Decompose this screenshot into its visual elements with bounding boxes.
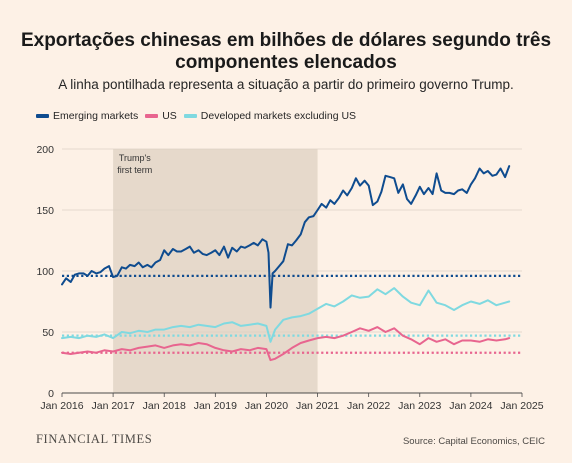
- legend-item-us: US: [145, 110, 177, 122]
- series-line-us: [61, 326, 511, 362]
- x-tick-label: Jan 2019: [194, 400, 237, 412]
- ft-logo: FINANCIAL TIMES: [36, 432, 153, 446]
- y-tick-label: 200: [36, 144, 54, 156]
- source-note: Source: Capital Economics, CEIC: [402, 436, 545, 447]
- y-tick-label: 150: [36, 205, 54, 217]
- x-tick-label: Jan 2021: [296, 400, 339, 412]
- shade-label-line2: first term: [117, 165, 152, 175]
- legend: Emerging markets US Developed markets ex…: [36, 110, 363, 122]
- x-tick-label: Jan 2020: [245, 400, 288, 412]
- shade-label-line1: Trump's: [119, 153, 151, 163]
- x-tick-label: Jan 2024: [449, 400, 492, 412]
- chart-title: Exportações chinesas em bilhões de dólar…: [20, 30, 552, 73]
- legend-label-developed: Developed markets excluding US: [200, 110, 357, 122]
- legend-swatch-developed: [183, 114, 197, 118]
- x-tick-label: Jan 2016: [40, 400, 83, 412]
- series-line-developed-markets: [61, 287, 511, 343]
- legend-item-developed: Developed markets excluding US: [183, 110, 357, 122]
- legend-label-emerging: Emerging markets: [53, 110, 139, 122]
- series-line-emerging-markets: [61, 165, 511, 309]
- chart-subtitle: A linha pontilhada representa a situação…: [58, 77, 514, 92]
- x-tick-label: Jan 2025: [500, 400, 543, 412]
- y-tick-label: 100: [36, 266, 54, 278]
- x-tick-label: Jan 2017: [92, 400, 135, 412]
- y-tick-label: 0: [48, 388, 54, 400]
- legend-item-emerging: Emerging markets: [36, 110, 138, 122]
- legend-label-us: US: [162, 110, 177, 122]
- x-tick-label: Jan 2018: [143, 400, 186, 412]
- x-tick-label: Jan 2023: [398, 400, 441, 412]
- y-tick-label: 50: [42, 327, 54, 339]
- x-tick-label: Jan 2022: [347, 400, 390, 412]
- legend-swatch-emerging: [36, 114, 49, 118]
- legend-swatch-us: [145, 114, 159, 118]
